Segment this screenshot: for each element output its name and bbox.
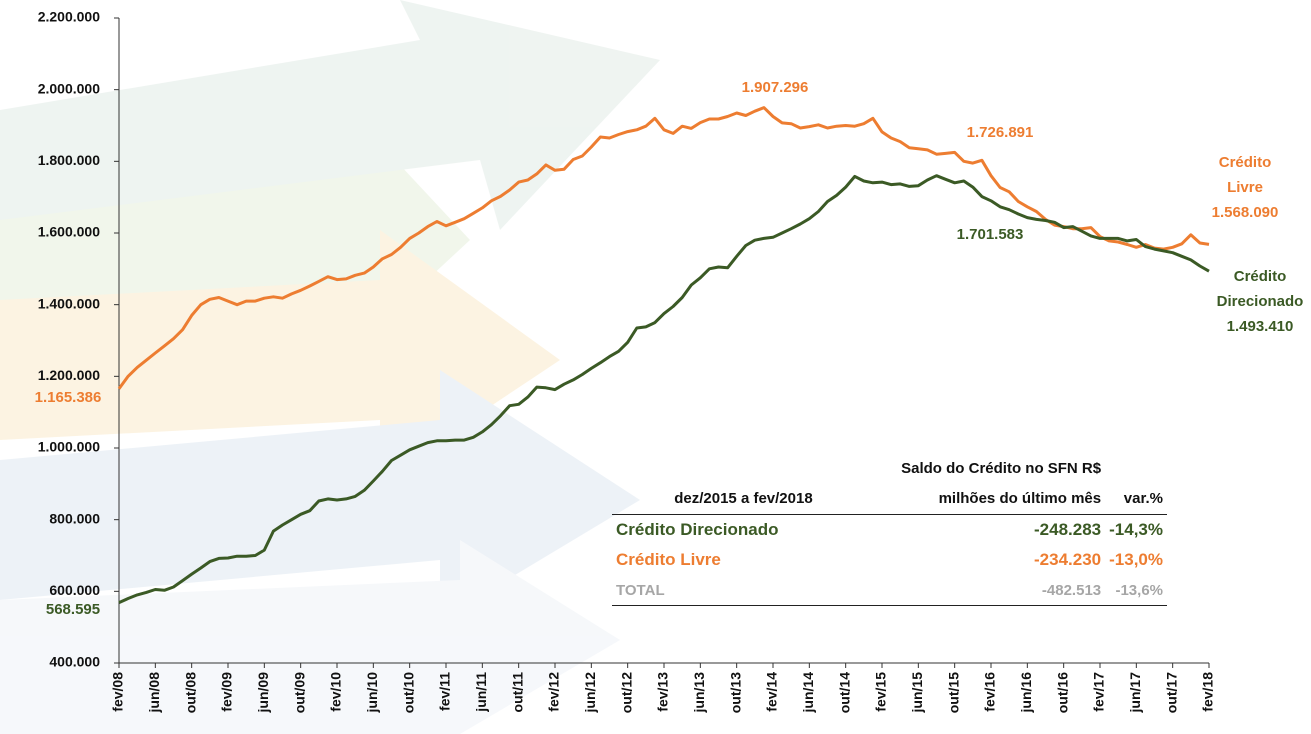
x-tick-label: out/09 bbox=[291, 672, 307, 713]
table-row: Crédito Livre -234.230 -13,0% bbox=[612, 545, 1167, 575]
value-label: 1.165.386 bbox=[35, 389, 102, 406]
x-tick-label: fev/11 bbox=[437, 672, 453, 711]
end-label: Crédito Livre 1.568.090 bbox=[1185, 150, 1305, 225]
series-line bbox=[117, 106, 1210, 390]
table-row: Crédito Direcionado -248.283 -14,3% bbox=[612, 515, 1167, 546]
x-tick-label: jun/09 bbox=[255, 672, 271, 714]
row-change: -13,6% bbox=[1105, 575, 1167, 606]
x-tick-label: jun/14 bbox=[800, 672, 816, 714]
table-row: TOTAL -482.513 -13,6% bbox=[612, 575, 1167, 606]
x-tick-label: jun/11 bbox=[473, 672, 489, 713]
series-name: Crédito Direcionado bbox=[1216, 268, 1304, 310]
value-label: 1.907.296 bbox=[742, 79, 809, 96]
x-tick-label: out/08 bbox=[182, 672, 198, 713]
row-label: Crédito Livre bbox=[616, 550, 721, 569]
x-tick-label: fev/16 bbox=[982, 672, 998, 712]
y-tick-label: 600.000 bbox=[49, 582, 100, 598]
end-label-box: Crédito Direcionado 1.493.410 bbox=[1190, 264, 1311, 339]
series-line bbox=[118, 174, 1210, 604]
x-tick-label: out/15 bbox=[945, 672, 961, 713]
y-tick-label: 2.200.000 bbox=[38, 9, 100, 25]
x-tick-label: fev/15 bbox=[873, 672, 889, 712]
y-tick-label: 2.000.000 bbox=[38, 80, 100, 96]
row-value: -234.230 bbox=[1034, 550, 1102, 569]
x-tick-label: fev/13 bbox=[655, 672, 671, 712]
y-tick-label: 1.400.000 bbox=[38, 295, 100, 311]
x-tick-label: out/13 bbox=[727, 672, 743, 713]
x-tick-label: out/14 bbox=[836, 672, 852, 713]
x-tick-label: fev/18 bbox=[1200, 672, 1216, 712]
row-label: TOTAL bbox=[612, 575, 875, 606]
x-tick-label: out/16 bbox=[1054, 672, 1070, 713]
x-tick-label: out/12 bbox=[618, 672, 634, 713]
x-tick-label: fev/08 bbox=[110, 672, 126, 712]
x-tick-label: fev/17 bbox=[1091, 672, 1107, 712]
y-tick-label: 1.000.000 bbox=[38, 439, 100, 455]
y-tick-label: 1.600.000 bbox=[38, 224, 100, 240]
series-name: Crédito Livre bbox=[1218, 154, 1272, 196]
x-tick-label: jun/08 bbox=[146, 672, 162, 714]
x-tick-label: out/10 bbox=[400, 672, 416, 713]
value-label: 1.493.410 bbox=[1226, 318, 1294, 335]
value-label: 1.726.891 bbox=[967, 124, 1034, 141]
row-value: -248.283 bbox=[1034, 520, 1102, 539]
value-label: 568.595 bbox=[46, 601, 100, 618]
y-tick-label: 1.800.000 bbox=[38, 152, 100, 168]
x-tick-label: fev/14 bbox=[764, 672, 780, 712]
end-label: Crédito Direcionado 1.493.410 bbox=[1190, 264, 1311, 339]
x-tick-label: out/11 bbox=[509, 672, 525, 713]
table-header: dez/2015 a fev/2018 Saldo do Crédito no … bbox=[612, 454, 1167, 515]
end-label-box: Crédito Livre 1.568.090 bbox=[1185, 150, 1305, 225]
x-tick-label: fev/12 bbox=[546, 672, 562, 712]
header-cell: var.% bbox=[1105, 454, 1167, 515]
value-label: 1.701.583 bbox=[957, 226, 1024, 243]
x-tick-label: out/17 bbox=[1163, 672, 1179, 713]
x-tick-label: jun/16 bbox=[1018, 672, 1034, 714]
row-change: -13,0% bbox=[1109, 550, 1163, 569]
x-tick-label: jun/10 bbox=[364, 672, 380, 714]
x-tick-label: jun/17 bbox=[1127, 672, 1143, 714]
y-tick-label: 1.200.000 bbox=[38, 367, 100, 383]
x-tick-label: jun/13 bbox=[691, 672, 707, 714]
summary-table: dez/2015 a fev/2018 Saldo do Crédito no … bbox=[612, 454, 1167, 606]
x-tick-label: fev/09 bbox=[219, 672, 235, 712]
header-cell: dez/2015 a fev/2018 bbox=[612, 454, 875, 515]
x-tick-label: jun/12 bbox=[582, 672, 598, 714]
row-label: Crédito Direcionado bbox=[616, 520, 779, 539]
row-change: -14,3% bbox=[1109, 520, 1163, 539]
y-tick-label: 400.000 bbox=[49, 654, 100, 670]
x-tick-label: jun/15 bbox=[909, 672, 925, 714]
value-label: 1.568.090 bbox=[1211, 204, 1279, 221]
row-value: -482.513 bbox=[874, 575, 1106, 606]
x-tick-label: fev/10 bbox=[328, 672, 344, 712]
y-tick-label: 800.000 bbox=[49, 510, 100, 526]
header-cell: Saldo do Crédito no SFN R$ milhões do úl… bbox=[874, 454, 1106, 515]
